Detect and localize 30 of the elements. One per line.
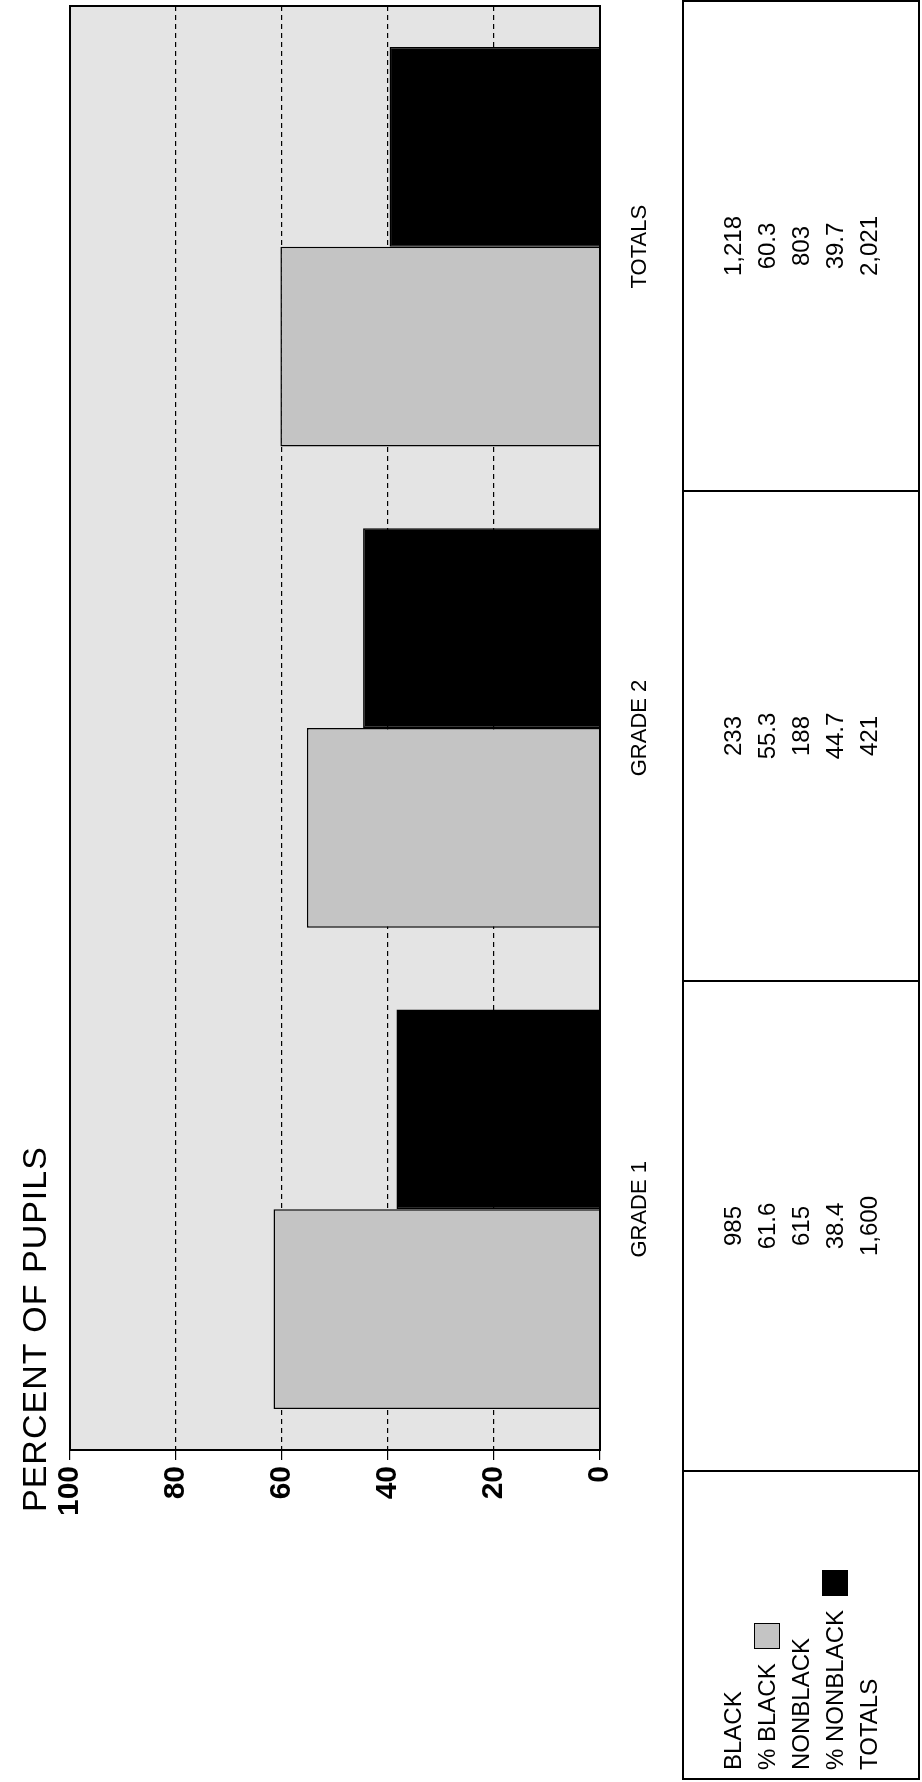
text: 2,021 xyxy=(854,215,883,277)
text: 615 xyxy=(786,1205,815,1247)
text: 421 xyxy=(854,715,883,757)
data-label: 39.7 xyxy=(820,222,849,270)
x-tick-label: 20 xyxy=(475,1465,509,1500)
text: TOTALS xyxy=(854,1678,883,1770)
data-label: 55.3 xyxy=(752,712,781,760)
text: 1,600 xyxy=(854,1195,883,1257)
legend-label: % NONBLACK xyxy=(820,1609,849,1770)
data-label: 61.6 xyxy=(752,1202,781,1250)
text: PERCENT OF PUPILS xyxy=(14,1146,54,1512)
y-tick-label: TOTALS xyxy=(626,204,652,289)
text: 985 xyxy=(718,1205,747,1247)
text: 188 xyxy=(786,715,815,757)
text: 1,218 xyxy=(718,215,747,277)
legend-label: % BLACK xyxy=(752,1663,781,1770)
x-tick-label: 0 xyxy=(581,1465,615,1483)
data-label: 60.3 xyxy=(752,222,781,270)
x-tick-label: 40 xyxy=(369,1465,403,1500)
x-tick-label: 80 xyxy=(157,1465,191,1500)
text: 233 xyxy=(718,715,747,757)
text: NONBLACK xyxy=(786,1637,815,1770)
text: 803 xyxy=(786,225,815,267)
x-tick-label: 100 xyxy=(51,1465,85,1517)
y-tick-label: GRADE 1 xyxy=(626,1160,652,1258)
x-tick-label: 60 xyxy=(263,1465,297,1500)
text: BLACK xyxy=(718,1691,747,1770)
y-tick-label: GRADE 2 xyxy=(626,679,652,777)
data-label: 38.4 xyxy=(820,1202,849,1250)
data-label: 44.7 xyxy=(820,712,849,760)
